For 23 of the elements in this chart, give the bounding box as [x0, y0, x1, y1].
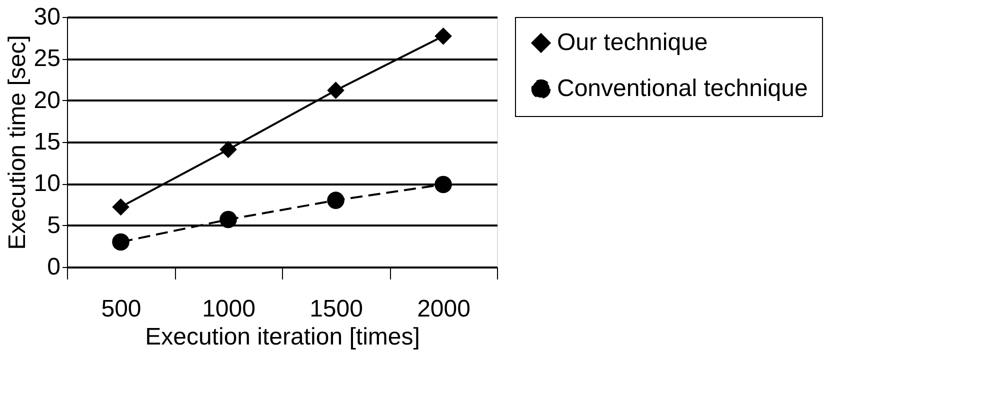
x-tick-label: 2000 — [417, 296, 470, 322]
x-axis-title: Execution iteration [times] — [145, 324, 420, 350]
y-tick-label: 10 — [34, 170, 60, 198]
y-tick-label: 30 — [34, 4, 60, 30]
y-tick-label: 0 — [47, 254, 60, 280]
y-tick-label: 25 — [34, 45, 60, 72]
legend-label: Our technique — [557, 29, 708, 56]
y-tick-label: 5 — [47, 212, 60, 239]
x-tick-label: 1500 — [310, 296, 363, 322]
x-tick-label: 500 — [101, 296, 142, 322]
point — [220, 140, 237, 158]
x-tick-label: 1000 — [202, 296, 256, 322]
legend-label: Conventional technique — [557, 75, 808, 102]
point — [112, 198, 130, 216]
point — [220, 210, 237, 228]
point — [434, 176, 452, 194]
point — [112, 233, 130, 251]
y-tick-label: 15 — [34, 128, 60, 156]
y-tick-label: 20 — [34, 86, 60, 114]
point — [434, 28, 452, 45]
point — [327, 82, 344, 99]
y-axis-title: Execution time [sec] — [4, 35, 31, 250]
point — [327, 192, 344, 209]
